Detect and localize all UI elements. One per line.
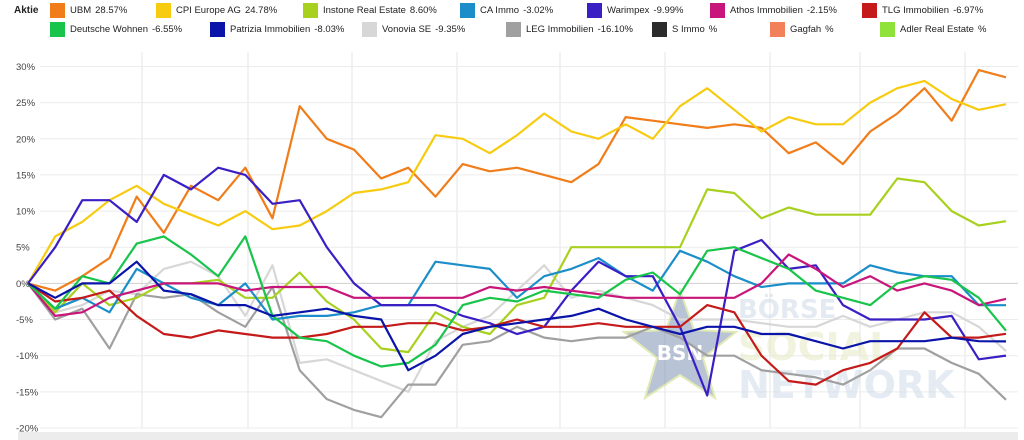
- legend-item[interactable]: Athos Immobilien -2.15%: [710, 2, 837, 18]
- series-lines: [27, 68, 1007, 419]
- legend-series-value: -16.10%: [597, 23, 633, 35]
- y-tick-label: -15%: [16, 387, 39, 398]
- legend-series-name: S Immo: [672, 23, 705, 35]
- legend-series-value: -8.03%: [314, 23, 345, 35]
- series-line-athos-immobilien[interactable]: [27, 253, 1007, 317]
- watermark-badge: BSN: [657, 341, 703, 365]
- y-tick-label: -10%: [16, 351, 39, 362]
- legend-series-value: %: [977, 23, 987, 35]
- legend-series-name: Warimpex: [607, 4, 650, 16]
- legend-series-name: Vonovia SE: [382, 23, 432, 35]
- legend-swatch: [770, 21, 785, 37]
- legend-swatch: [156, 2, 171, 18]
- legend-series-name: Instone Real Estate: [323, 4, 406, 16]
- legend-series-name: Deutsche Wohnen: [70, 23, 148, 35]
- legend-series-name: Athos Immobilien: [730, 4, 803, 16]
- y-tick-label: 20%: [16, 134, 36, 145]
- legend-header: Aktie: [14, 5, 39, 16]
- legend-series-name: Adler Real Estate: [900, 23, 974, 35]
- legend-swatch: [362, 21, 377, 37]
- legend-series-value: %: [825, 23, 834, 35]
- series-line-deutsche-wohnen[interactable]: [27, 235, 1007, 368]
- legend-series-value: -2.15%: [806, 4, 837, 16]
- series-line-warimpex[interactable]: [27, 166, 1007, 397]
- series-line-ubm[interactable]: [27, 68, 1007, 292]
- y-tick-label: 5%: [16, 243, 30, 254]
- legend-item[interactable]: Patrizia Immobilien -8.03%: [210, 21, 344, 37]
- y-tick-label: 10%: [16, 207, 36, 218]
- legend-series-name: CPI Europe AG: [176, 4, 241, 16]
- series-line-tlg-immobilien[interactable]: [27, 282, 1007, 386]
- legend-series-value: 28.57%: [95, 4, 128, 16]
- legend-item[interactable]: TLG Immobilien -6.97%: [862, 2, 983, 18]
- y-tick-label: 30%: [16, 62, 36, 73]
- series-line-patrizia-immobilien[interactable]: [27, 260, 1007, 372]
- legend-item[interactable]: Instone Real Estate 8.60%: [303, 2, 437, 18]
- legend-series-value: -9.99%: [653, 4, 684, 16]
- legend-swatch: [50, 2, 65, 18]
- watermark-star-icon: [621, 286, 739, 401]
- legend-item[interactable]: S Immo%: [652, 21, 717, 37]
- legend-item[interactable]: Adler Real Estate%: [880, 21, 986, 37]
- legend-swatch: [587, 2, 602, 18]
- legend-series-name: TLG Immobilien: [882, 4, 950, 16]
- legend-swatch: [710, 2, 725, 18]
- legend-series-value: -6.55%: [152, 23, 183, 35]
- scrollbar-track[interactable]: [18, 432, 1018, 440]
- legend-swatch: [652, 21, 667, 37]
- legend-series-name: LEG Immobilien: [526, 23, 594, 35]
- legend-item[interactable]: Warimpex -9.99%: [587, 2, 684, 18]
- legend-item[interactable]: CA Immo -3.02%: [460, 2, 553, 18]
- legend-swatch: [506, 21, 521, 37]
- y-tick-label: 15%: [16, 170, 36, 181]
- legend-swatch: [210, 21, 225, 37]
- legend-swatch: [460, 2, 475, 18]
- legend-series-value: -3.02%: [523, 4, 554, 16]
- legend-series-value: -9.35%: [435, 23, 466, 35]
- series-line-cpi-europe-ag[interactable]: [27, 79, 1007, 284]
- legend-item[interactable]: LEG Immobilien -16.10%: [506, 21, 633, 37]
- y-tick-label: -5%: [16, 315, 33, 326]
- legend-series-value: %: [708, 23, 718, 35]
- legend-series-name: UBM: [70, 4, 92, 16]
- legend-series-value: -6.97%: [953, 4, 984, 16]
- legend-item[interactable]: CPI Europe AG 24.78%: [156, 2, 277, 18]
- legend-item[interactable]: Deutsche Wohnen -6.55%: [50, 21, 182, 37]
- legend-swatch: [50, 21, 65, 37]
- legend-series-value: 24.78%: [244, 4, 278, 16]
- legend-item[interactable]: Vonovia SE -9.35%: [362, 21, 465, 37]
- legend-swatch: [880, 21, 895, 37]
- legend-item[interactable]: UBM 28.57%: [50, 2, 127, 18]
- legend-series-name: CA Immo: [480, 4, 520, 16]
- watermark-line1: BÖRSE: [738, 292, 836, 325]
- series-line-ca-immo[interactable]: [27, 249, 1007, 321]
- y-tick-label: -20%: [16, 424, 39, 435]
- watermark-line3: NETWORK: [738, 363, 956, 407]
- y-axis-ticks: 30% 25% 20% 15% 10% 5% 0% -5% -10% -15% -20%: [16, 62, 39, 435]
- legend-series-value: 8.60%: [409, 4, 437, 16]
- legend-series-name: Patrizia Immobilien: [230, 23, 311, 35]
- y-tick-label: 0%: [16, 279, 30, 290]
- legend-series-name: Gagfah: [790, 23, 822, 35]
- legend-item[interactable]: Gagfah%: [770, 21, 834, 37]
- watermark-line2: SOCIAL: [738, 325, 893, 369]
- chart-legend: Aktie UBM 28.57% CPI Europe AG 24.78% Inston…: [0, 0, 1024, 42]
- legend-swatch: [303, 2, 318, 18]
- watermark: BSN BÖRSE SOCIAL NETWORK: [621, 286, 956, 407]
- legend-swatch: [862, 2, 877, 18]
- y-tick-label: 25%: [16, 98, 36, 109]
